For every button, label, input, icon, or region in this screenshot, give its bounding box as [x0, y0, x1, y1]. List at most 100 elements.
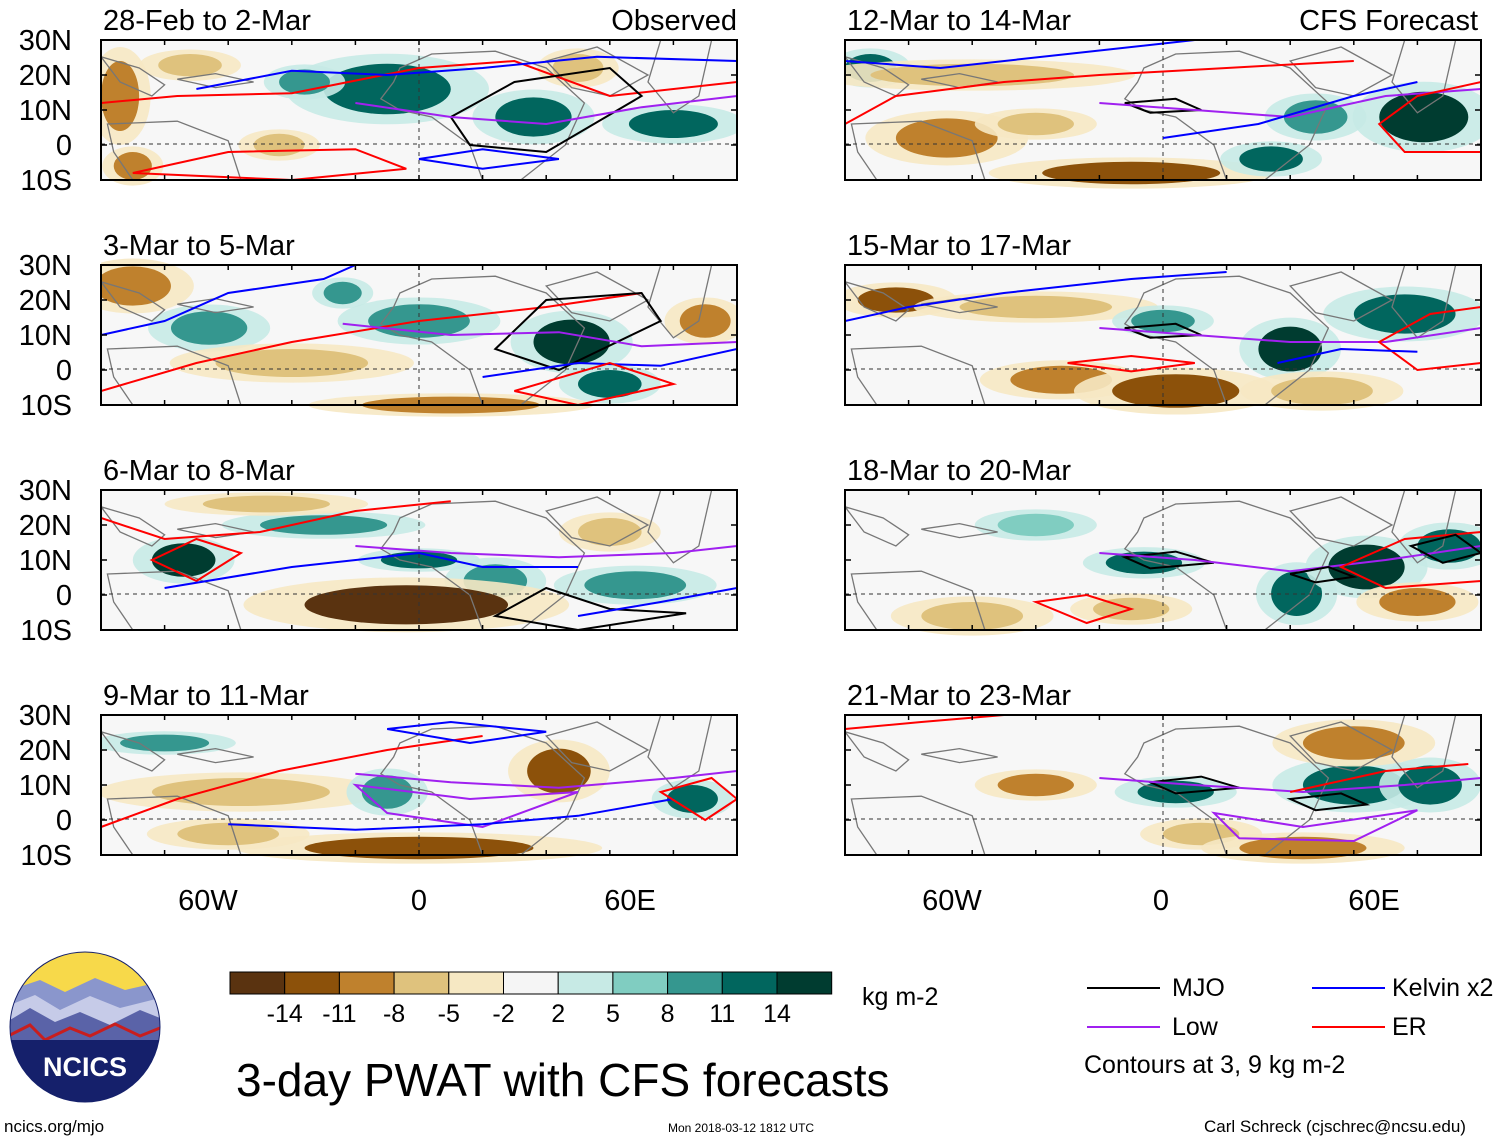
colorbar-label: -8	[383, 1000, 405, 1028]
wave-filter-contour	[101, 59, 737, 104]
wave-filter-contour	[342, 322, 737, 348]
wave-filter-contour	[1099, 545, 1481, 573]
coastline	[1288, 271, 1394, 322]
panel-period-label: 21-Mar to 23-Mar	[847, 680, 1071, 712]
pwat-anomaly-blob	[997, 773, 1074, 797]
wave-filter-contour	[845, 271, 1227, 322]
lat-label: 20N	[19, 735, 72, 767]
pwat-anomaly-blob	[628, 110, 718, 138]
coastline	[177, 747, 254, 764]
lat-label: 10S	[20, 615, 72, 647]
pwat-anomaly-blob	[533, 319, 610, 365]
colorbar-label: 5	[606, 1000, 620, 1028]
wave-filter-contour	[658, 776, 737, 822]
pwat-anomaly-blob	[1417, 529, 1481, 563]
colorbar-label: 2	[551, 1000, 565, 1028]
legend-mjo-label: MJO	[1172, 974, 1225, 1002]
colorbar-swatch	[776, 971, 833, 995]
lon-label: 60W	[178, 885, 238, 917]
wave-filter-contour	[514, 361, 678, 407]
wave-filter-contour	[1408, 533, 1481, 564]
coastline	[101, 731, 166, 772]
pwat-anomaly-blob	[323, 281, 362, 305]
colorbar-swatch	[557, 971, 614, 995]
pwat-anomaly-blob	[1239, 146, 1303, 172]
colorbar-swatch	[393, 971, 450, 995]
pwat-anomaly-blob	[101, 61, 140, 131]
pwat-anomaly-blob	[1271, 377, 1373, 405]
pwat-anomaly-blob	[584, 571, 687, 600]
panel-period-label: 12-Mar to 14-Mar	[847, 5, 1071, 37]
contour-note: Contours at 3, 9 kg m-2	[1084, 1051, 1345, 1079]
wave-filter-contour	[1099, 777, 1481, 794]
pwat-anomaly-blob	[170, 311, 248, 345]
wave-filter-contour	[1099, 327, 1481, 343]
map-panel: 12-Mar to 14-Mar	[844, 5, 1482, 189]
coastline	[921, 747, 998, 764]
panel-period-label: 9-Mar to 11-Mar	[103, 680, 309, 712]
lat-label: 10N	[19, 95, 72, 127]
coastline	[544, 721, 650, 772]
wave-filter-contour	[1162, 81, 1418, 139]
lat-label: 30N	[19, 475, 72, 507]
wave-filter-contour	[228, 798, 674, 831]
legend-low-label: Low	[1172, 1013, 1219, 1041]
wave-filter-contour	[1031, 593, 1135, 625]
map-panel: 18-Mar to 20-Mar	[844, 455, 1482, 636]
colorbar-label: -2	[492, 1000, 514, 1028]
coastline	[177, 72, 254, 89]
pwat-anomaly-blob	[578, 518, 642, 546]
coastline	[845, 506, 910, 547]
wave-filter-contour	[101, 735, 483, 828]
lat-label: 30N	[19, 25, 72, 57]
lat-label: 0	[56, 805, 72, 837]
pwat-anomaly-blob	[151, 778, 330, 806]
pwat-anomaly-blob	[158, 53, 222, 77]
wave-filter-contour	[1099, 88, 1481, 119]
legend-kelvin-label: Kelvin x2	[1392, 974, 1493, 1002]
wave-filter-contour	[845, 714, 1005, 730]
pwat-anomaly-blob	[527, 748, 591, 794]
map-panel: 15-Mar to 17-Mar	[844, 230, 1482, 415]
wave-filter-contour	[1277, 347, 1418, 364]
coastline	[544, 496, 650, 547]
wave-filter-contour	[1377, 305, 1481, 372]
lat-label: 10S	[20, 165, 72, 197]
pwat-anomaly-blob	[323, 63, 451, 115]
panel-period-label: 6-Mar to 8-Mar	[103, 455, 295, 487]
wave-filter-contour	[196, 55, 737, 90]
pwat-anomaly-blob	[679, 304, 731, 338]
wave-filter-contour	[1377, 80, 1481, 153]
wave-filter-contour	[1067, 354, 1195, 373]
coastline	[845, 281, 910, 322]
colorbar-label: 11	[709, 1000, 735, 1028]
footer-url: ncics.org/mjo	[4, 1117, 104, 1136]
pwat-anomaly-blob	[1302, 726, 1405, 760]
lat-label: 10N	[19, 545, 72, 577]
colorbar-swatch	[612, 971, 669, 995]
footer-timestamp: Mon 2018-03-12 1812 UTC	[668, 1121, 814, 1135]
pwat-anomaly-blob	[1379, 588, 1456, 616]
colorbar-label: -11	[322, 1000, 356, 1028]
wave-filter-contour	[577, 587, 737, 617]
colorbar-swatch	[721, 971, 778, 995]
pwat-anomaly-blob	[1112, 374, 1240, 408]
wave-filter-contour	[149, 537, 244, 583]
wave-filter-contour	[845, 60, 1354, 125]
lat-label: 10S	[20, 840, 72, 872]
pwat-anomaly-blob	[1239, 836, 1367, 860]
lat-label: 0	[56, 580, 72, 612]
wave-filter-contour	[355, 770, 737, 789]
pwat-anomaly-blob	[202, 495, 330, 513]
coastline	[1288, 721, 1394, 772]
pwat-anomaly-blob	[113, 152, 152, 180]
wave-filter-contour	[482, 348, 737, 378]
colorbar-swatch	[229, 971, 286, 995]
pwat-anomaly-blob	[177, 822, 280, 846]
pwat-anomaly-blob	[1353, 294, 1456, 334]
